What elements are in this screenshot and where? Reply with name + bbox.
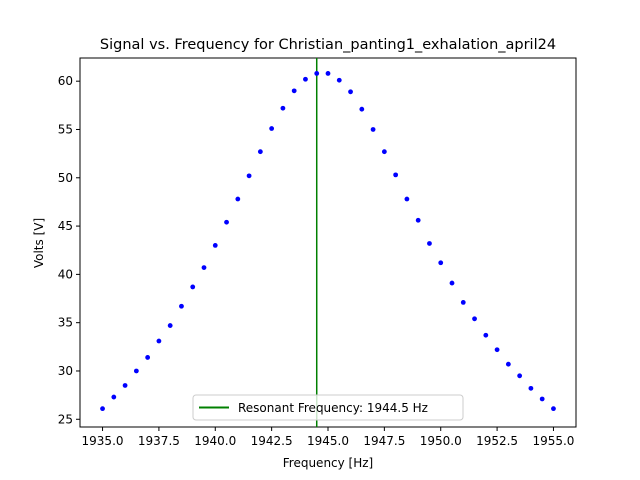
y-tick-label: 60 xyxy=(58,74,73,88)
data-point xyxy=(235,196,241,202)
data-point xyxy=(325,71,331,76)
plot-area: 1935.0 1937.5 1940.0 1942.5 1945.0 1947.5 1950… xyxy=(58,57,577,448)
x-axis-label: Frequency [Hz] xyxy=(283,456,374,470)
data-point xyxy=(348,89,353,95)
data-point xyxy=(472,316,477,322)
legend-box xyxy=(192,394,464,421)
data-point xyxy=(505,361,511,367)
data-point xyxy=(145,355,151,360)
x-tick-label: 1945.0 xyxy=(307,434,349,448)
data-point xyxy=(291,88,297,94)
chart-title: Signal vs. Frequency for Christian_panti… xyxy=(100,37,556,53)
x-tick-label: 1935.0 xyxy=(82,434,124,448)
x-tick-label: 1947.5 xyxy=(363,434,405,448)
y-tick-label: 40 xyxy=(58,267,73,281)
x-tick-label: 1950.0 xyxy=(420,434,462,448)
legend-label: Resonant Frequency: 1944.5 Hz xyxy=(238,401,428,415)
data-point xyxy=(257,149,263,155)
y-tick-label: 30 xyxy=(58,364,73,378)
y-tick-label: 55 xyxy=(58,122,73,136)
data-point xyxy=(336,77,342,83)
data-point xyxy=(122,383,128,388)
data-point xyxy=(517,373,523,379)
data-point xyxy=(415,217,421,223)
y-tick-label: 25 xyxy=(58,412,73,426)
data-point xyxy=(167,323,173,328)
data-point xyxy=(381,149,387,155)
y-tick-label: 50 xyxy=(58,171,73,185)
data-point xyxy=(427,241,432,246)
data-point xyxy=(269,126,275,131)
data-point xyxy=(111,394,117,400)
data-point xyxy=(449,280,455,286)
data-point xyxy=(303,76,308,82)
data-point xyxy=(100,406,105,412)
data-point xyxy=(539,396,545,402)
data-point xyxy=(212,242,218,248)
data-point xyxy=(551,406,556,412)
data-point xyxy=(370,127,376,132)
x-tick-label: 1940.0 xyxy=(194,434,236,448)
data-point xyxy=(224,219,229,225)
data-point xyxy=(460,299,466,305)
x-tick-label: 1952.5 xyxy=(476,434,518,448)
data-point xyxy=(404,196,410,202)
data-point xyxy=(179,303,184,309)
x-tick-label: 1937.5 xyxy=(138,434,180,448)
data-point xyxy=(156,338,162,344)
data-point xyxy=(528,385,534,391)
y-tick-label: 45 xyxy=(58,219,73,233)
data-point xyxy=(190,284,196,290)
data-point xyxy=(246,173,252,179)
y-tick-label: 35 xyxy=(58,316,73,330)
data-point xyxy=(393,172,399,178)
x-tick-label: 1942.5 xyxy=(251,434,293,448)
data-point xyxy=(314,71,320,76)
x-tick-label: 1955.0 xyxy=(532,434,574,448)
data-point xyxy=(494,347,500,353)
y-axis-label: Volts [V] xyxy=(32,218,46,268)
data-point xyxy=(133,368,139,374)
data-point xyxy=(280,105,286,111)
data-point xyxy=(201,265,207,271)
legend: Resonant Frequency: 1944.5 Hz xyxy=(192,394,464,421)
data-point xyxy=(438,260,444,266)
axes-frame xyxy=(79,57,577,428)
data-point xyxy=(483,332,489,338)
data-point xyxy=(359,106,365,112)
